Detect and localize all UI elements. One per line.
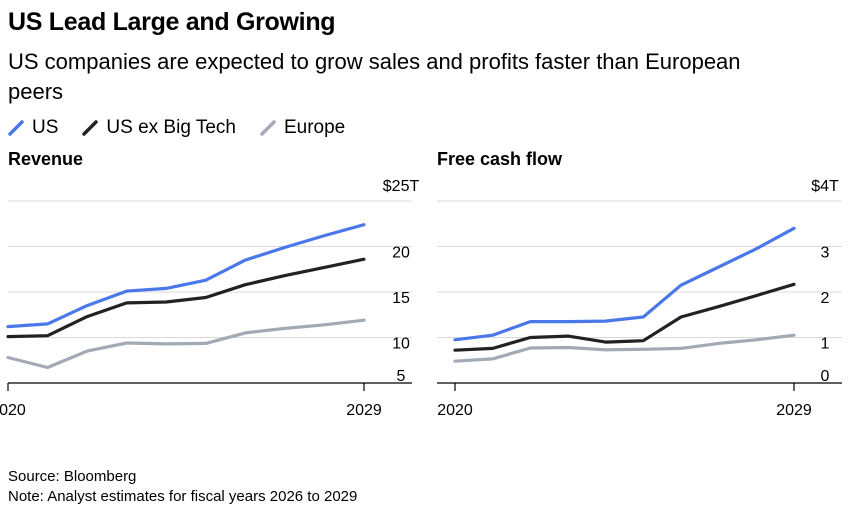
revenue-x-tick-label: 2020: [0, 402, 26, 419]
revenue-y-tick-label: 5: [397, 368, 406, 385]
fcf-x-tick-label: 2020: [437, 402, 473, 419]
fcf-y-tick-label: 0: [821, 368, 830, 385]
revenue-x-tick-label: 2029: [346, 402, 382, 419]
source-note: Source: Bloomberg: [8, 468, 137, 485]
fcf-y-tick-label: 1: [821, 336, 830, 353]
revenue-panel-title: Revenue: [8, 149, 84, 169]
legend-label-us: US: [32, 117, 59, 138]
fcf-series-line-europe: [453, 333, 796, 363]
revenue-unit-label: $25T: [383, 178, 420, 195]
legend-item-us: US: [8, 117, 58, 139]
legend-label-europe: Europe: [283, 117, 346, 138]
revenue-y-tick-label: 20: [392, 245, 410, 262]
revenue-y-tick-label: 10: [392, 336, 410, 353]
fcf-y-tick-label: 2: [821, 290, 830, 307]
revenue-series-line-europe: [6, 318, 366, 370]
revenue-series-line-us: [6, 223, 366, 329]
fcf-unit-label: $4T: [811, 178, 839, 195]
legend: US US ex Big Tech Europe: [8, 116, 369, 140]
legend-swatch-us-ex-big-tech: [82, 120, 99, 136]
footnote: Note: Analyst estimates for fiscal years…: [8, 488, 358, 505]
legend-item-us-ex-big-tech: US ex Big Tech: [82, 117, 236, 139]
legend-swatch-europe: [260, 120, 276, 136]
chart-subtitle: US companies are expected to grow sales …: [8, 49, 741, 104]
legend-item-europe: Europe: [260, 117, 345, 139]
legend-swatch-us: [8, 120, 24, 136]
fcf-panel-title: Free cash flow: [437, 149, 563, 169]
legend-label-us-ex-big-tech: US ex Big Tech: [106, 117, 236, 138]
fcf-series-line-us: [453, 226, 796, 342]
fcf-x-tick-label: 2029: [776, 402, 812, 419]
revenue-series-line-us-ex-big-tech: [6, 257, 366, 339]
revenue-y-tick-label: 15: [392, 290, 410, 307]
chart-title: US Lead Large and Growing: [8, 8, 336, 36]
fcf-y-tick-label: 3: [821, 245, 830, 262]
fcf-series-line-us-ex-big-tech: [453, 282, 796, 352]
